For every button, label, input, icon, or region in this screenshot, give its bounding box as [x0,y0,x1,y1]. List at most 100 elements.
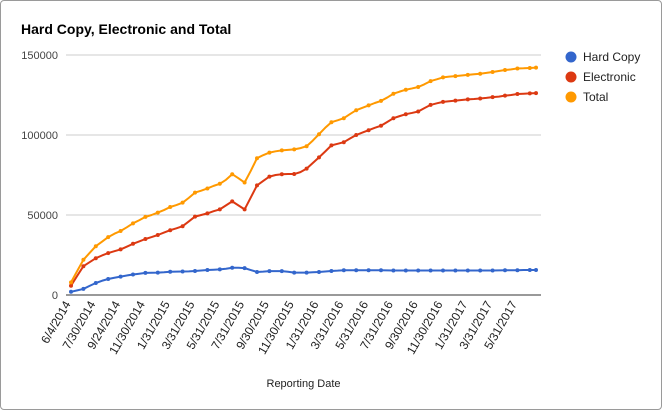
data-point [267,174,272,179]
data-point [317,132,321,137]
data-point [453,74,458,79]
data-point [193,214,197,219]
data-point [168,269,173,274]
data-point [81,257,86,262]
data-point [180,224,185,229]
data-point [317,155,321,160]
data-point [118,274,123,279]
data-point [341,268,346,273]
data-point [441,75,445,80]
data-point [217,267,222,272]
data-point [329,269,334,273]
data-point [478,96,483,101]
legend-label: Total [583,90,608,104]
data-point [118,229,123,233]
data-point [416,109,421,114]
data-point [478,268,483,273]
data-point [292,147,297,152]
x-axis-title: Reporting Date [267,378,341,390]
data-point [515,268,520,273]
data-point [143,270,148,275]
data-point [515,66,520,71]
data-point [168,205,173,209]
legend-label: Hard Copy [583,50,640,64]
data-point [279,148,284,153]
data-point [317,269,321,274]
legend-swatch [565,51,577,63]
data-point [168,228,173,233]
data-point [193,269,197,273]
series-electronic [69,91,538,288]
data-point [193,190,197,195]
data-point [441,268,445,273]
data-point [416,85,421,89]
data-point [180,200,185,205]
data-point [118,247,123,252]
data-point [354,108,359,113]
x-axis-ticks: 6/4/20147/30/20149/24/201411/30/20141/31… [38,298,520,357]
data-point [453,268,458,273]
data-point [292,270,297,275]
data-point [515,92,520,97]
data-point [155,210,160,215]
data-point [217,207,222,212]
data-point [490,69,495,74]
y-tick-label: 100000 [21,130,58,142]
gridlines [66,54,541,216]
series-total [69,65,538,285]
data-point [391,268,396,273]
series-line [70,66,537,283]
data-point [366,268,371,273]
data-point [329,120,334,125]
data-point [534,65,538,70]
data-point [304,166,309,171]
data-point [354,268,359,273]
chart-title: Hard Copy, Electronic and Total [21,21,231,37]
data-point [441,99,445,104]
data-point [267,269,272,274]
y-tick-label: 150000 [21,50,58,62]
data-point [490,95,495,100]
data-point [242,180,247,185]
data-point [81,264,86,269]
data-point [106,251,111,256]
legend-label: Electronic [583,70,636,84]
data-point [255,269,259,274]
series-lines [69,65,538,294]
data-point [106,277,111,281]
data-point [490,268,495,273]
data-point [267,150,272,155]
data-point [341,116,346,121]
data-point [478,71,483,76]
data-point [131,221,135,226]
series-line [70,92,537,287]
data-point [503,268,507,273]
data-point [465,268,470,273]
data-point [93,256,98,261]
data-point [465,97,470,102]
data-point [131,272,135,277]
y-tick-label: 50000 [27,210,58,222]
data-point [366,128,371,133]
data-point [379,98,383,103]
data-point [379,123,383,128]
data-point [131,241,135,246]
data-point [242,266,247,271]
data-point [93,244,98,249]
data-point [379,268,383,273]
data-point [230,199,235,204]
data-point [403,268,408,273]
data-point [143,214,148,219]
data-point [304,144,309,149]
data-point [205,186,210,191]
data-point [180,269,185,274]
data-point [366,103,371,108]
data-point [329,143,334,148]
data-point [205,211,210,216]
data-point [106,235,111,240]
data-point [304,270,309,275]
y-tick-label: 0 [52,290,58,302]
data-point [69,289,73,294]
